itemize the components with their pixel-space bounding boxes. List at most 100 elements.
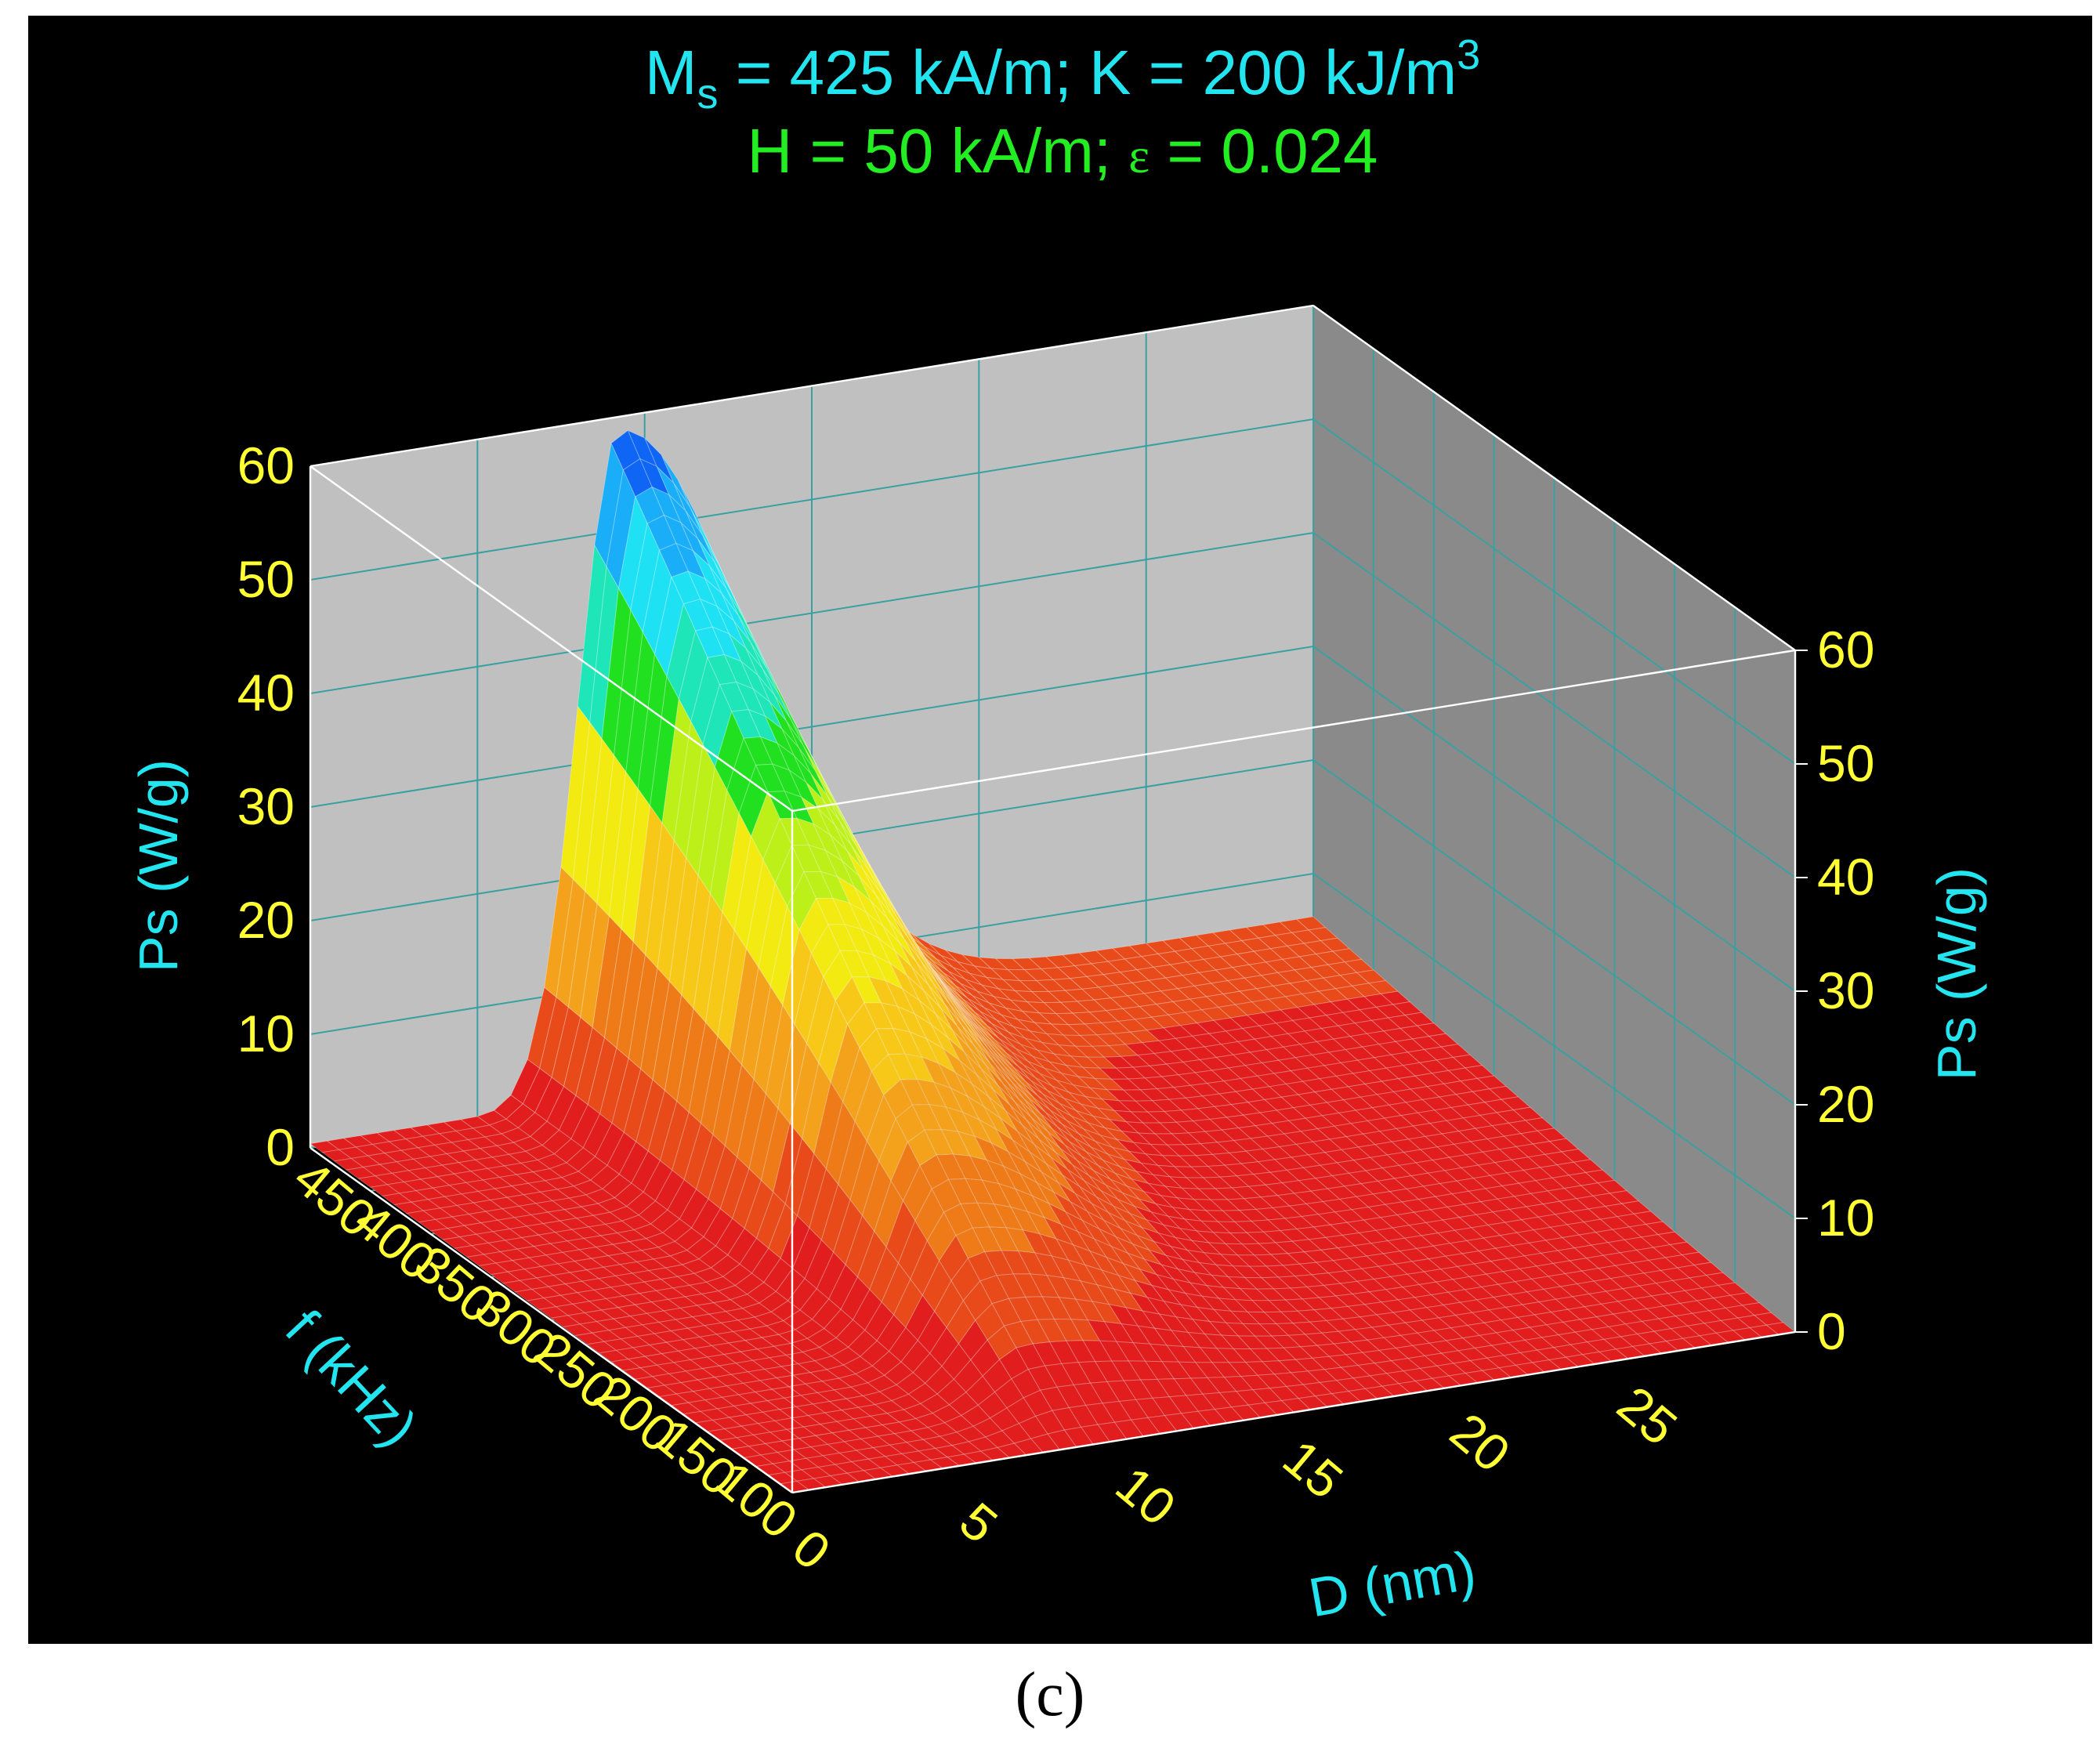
chart-title-line1: Ms = 425 kA/m; K = 200 kJ/m3: [645, 31, 1480, 118]
surface-patch: [1176, 985, 1208, 1000]
surface-patch: [693, 1345, 726, 1358]
surface-patch: [439, 1204, 470, 1218]
surface-patch: [682, 1336, 713, 1349]
surface-patch: [1016, 1131, 1047, 1164]
surface-patch: [1507, 1339, 1538, 1354]
surface-patch: [1063, 1277, 1093, 1302]
surface-patch: [354, 1143, 386, 1156]
surface-patch: [486, 1165, 518, 1178]
surface-patch: [843, 1438, 874, 1451]
surface-patch: [475, 1231, 506, 1243]
surface-patch: [689, 1356, 721, 1370]
surface-patch: [795, 1403, 826, 1417]
surface-patch: [1250, 1219, 1281, 1232]
surface-patch: [734, 1359, 766, 1373]
surface-patch: [1502, 1352, 1533, 1366]
surface-patch: [427, 1196, 458, 1209]
surface-patch: [686, 743, 715, 878]
surface-patch: [527, 1180, 559, 1193]
surface-patch: [864, 1424, 896, 1437]
surface-patch: [417, 1144, 448, 1157]
surface-patch: [755, 1191, 786, 1250]
surface-patch: [797, 1360, 828, 1374]
surface-patch: [1110, 1078, 1142, 1091]
surface-patch: [1022, 1229, 1052, 1257]
surface-patch: [491, 1228, 523, 1241]
surface-patch: [1121, 1193, 1152, 1213]
surface-patch: [978, 1044, 1008, 1083]
box-edge: [310, 465, 793, 812]
surface-patch: [831, 1429, 863, 1442]
surface-patch: [1327, 961, 1358, 976]
surface-patch: [1262, 921, 1293, 936]
surface-patch: [1163, 1301, 1194, 1320]
x-tick-label: 20: [1439, 1402, 1521, 1483]
surface-patch: [1014, 1188, 1045, 1218]
surface-patch: [764, 1440, 795, 1453]
surface-patch: [582, 1235, 614, 1248]
surface-patch: [667, 1296, 698, 1309]
surface-patch: [775, 1374, 807, 1388]
surface-patch: [566, 1237, 597, 1251]
surface-patch: [661, 454, 691, 508]
z-tick-right: 0: [1817, 1302, 1846, 1360]
surface-patch: [534, 1077, 565, 1122]
z-tick-left: 50: [237, 550, 295, 608]
surface-patch: [424, 1164, 455, 1178]
surface-patch: [778, 1406, 809, 1419]
surface-patch: [535, 1274, 567, 1287]
surface-patch: [555, 1303, 586, 1316]
surface-patch: [491, 1153, 523, 1167]
surface-patch: [1545, 1321, 1577, 1336]
surface-patch: [711, 1342, 742, 1356]
surface-patch: [1452, 1360, 1483, 1374]
surface-patch: [646, 1310, 677, 1323]
surface-patch: [487, 1240, 519, 1253]
surface-patch: [870, 900, 900, 943]
surface-patch: [551, 1197, 583, 1211]
surface-patch: [634, 1376, 666, 1388]
surface-patch: [1583, 1303, 1614, 1318]
surface-patch: [610, 1284, 641, 1297]
surface-patch: [496, 1217, 528, 1230]
surface-patch: [631, 1270, 662, 1283]
surface-patch: [605, 1295, 636, 1308]
z-tick-right: 20: [1817, 1075, 1874, 1133]
surface-patch: [570, 1226, 602, 1240]
surface-patch: [534, 1200, 566, 1213]
surface-patch: [603, 1338, 634, 1351]
surface-patch: [778, 694, 809, 750]
surface-patch: [1081, 1066, 1113, 1080]
surface-patch: [345, 1167, 377, 1179]
surface-patch: [709, 788, 740, 914]
surface-patch: [798, 747, 828, 796]
surface-patch: [1257, 935, 1288, 950]
surface-patch: [977, 1024, 1007, 1054]
surface-patch: [709, 566, 739, 616]
surface-patch: [1213, 1308, 1244, 1324]
surface-patch: [357, 1175, 389, 1188]
surface-patch: [1066, 1023, 1098, 1037]
surface-patch: [780, 1363, 812, 1376]
surface-patch: [619, 1261, 650, 1274]
surface-patch: [1633, 1211, 1664, 1225]
surface-patch: [1180, 1187, 1212, 1200]
surface-patch: [1691, 1310, 1722, 1324]
surface-patch: [756, 1345, 788, 1359]
surface-patch: [784, 1352, 816, 1365]
surface-patch: [1331, 948, 1363, 963]
surface-patch: [338, 1146, 369, 1160]
x-tick-label: 10: [1106, 1455, 1187, 1536]
surface-patch: [1079, 1103, 1111, 1120]
surface-patch: [804, 1381, 835, 1394]
surface-patch: [412, 1156, 444, 1169]
surface-patch: [656, 465, 686, 512]
surface-patch: [574, 1332, 606, 1345]
surface-patch: [974, 1012, 1005, 1037]
surface-patch: [900, 1340, 931, 1374]
surface-patch: [918, 1447, 949, 1460]
surface-patch: [905, 1439, 936, 1452]
surface-patch: [1208, 1030, 1239, 1045]
z-tick-left: 60: [237, 436, 295, 494]
surface-patch: [523, 1265, 555, 1279]
